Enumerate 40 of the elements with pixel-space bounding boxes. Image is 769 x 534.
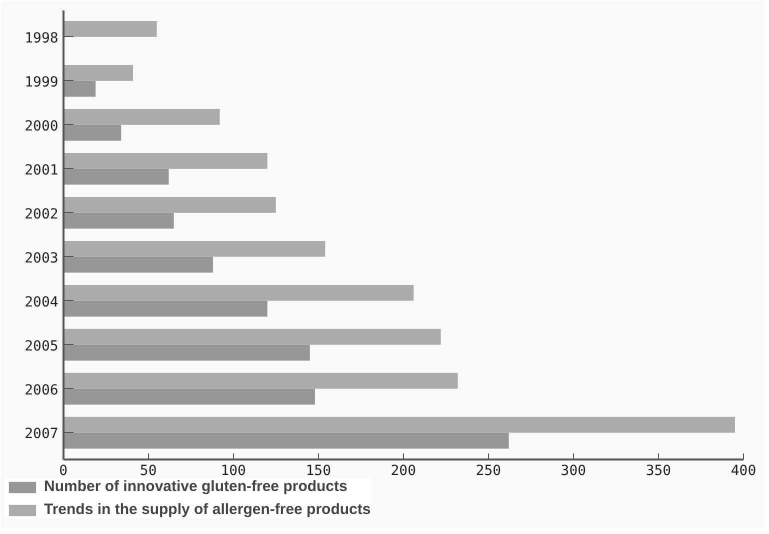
bar [63, 109, 220, 125]
bar [63, 196, 276, 213]
bar [63, 344, 310, 361]
y-tick-label: 2007 [24, 426, 58, 442]
y-tick-label: 2002 [24, 206, 58, 222]
x-tick-label: 50 [140, 463, 157, 480]
bar [63, 240, 326, 257]
bar [63, 153, 268, 169]
x-tick-label: 250 [476, 463, 502, 480]
legend-label: Trends in the supply of allergen-free products [44, 501, 371, 518]
y-tick-label: 2005 [24, 338, 58, 354]
x-tick-label: 100 [220, 463, 246, 480]
bar [63, 416, 735, 433]
bar [63, 388, 315, 405]
y-tick-label: 2000 [24, 118, 58, 134]
y-tick-label: 2004 [24, 294, 58, 310]
x-tick-label: 200 [390, 463, 416, 480]
bar [63, 124, 122, 141]
x-tick-label: 400 [730, 463, 756, 480]
y-tick-label: 2006 [24, 382, 58, 398]
bar [63, 256, 213, 273]
bar [63, 300, 268, 317]
bar [63, 328, 441, 345]
bar [63, 212, 174, 229]
y-tick-label: 1998 [24, 30, 58, 46]
x-tick-label: 150 [306, 463, 332, 480]
x-tick-label: 0 [59, 463, 68, 480]
y-tick-label: 2003 [24, 250, 58, 266]
bar [63, 21, 157, 37]
bar [63, 80, 96, 97]
bar [63, 284, 414, 301]
x-tick-label: 350 [646, 463, 672, 480]
legend-label: Number of innovative gluten-free products [44, 478, 348, 495]
bar [63, 65, 134, 81]
bar [63, 372, 458, 389]
bar [63, 432, 509, 449]
bar [63, 168, 169, 185]
y-tick-label: 1999 [24, 74, 58, 90]
x-tick-label: 300 [560, 463, 586, 480]
y-tick-label: 2001 [24, 162, 58, 178]
